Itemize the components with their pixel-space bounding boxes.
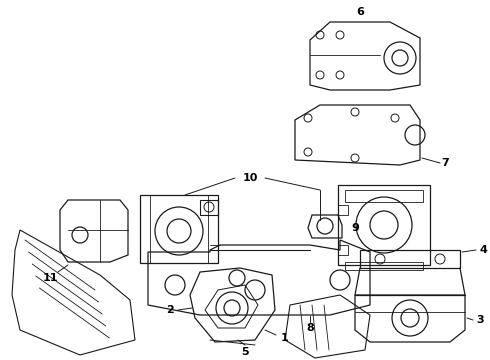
Text: 11: 11: [42, 273, 58, 283]
Text: 3: 3: [476, 315, 484, 325]
Bar: [140, 195, 218, 263]
Text: 6: 6: [356, 7, 364, 17]
Bar: [338, 205, 348, 215]
Text: 4: 4: [479, 245, 487, 255]
Text: 8: 8: [306, 323, 314, 333]
Text: 5: 5: [241, 347, 249, 357]
Bar: [338, 185, 430, 265]
Bar: [200, 200, 218, 215]
Text: 7: 7: [441, 158, 449, 168]
Bar: [345, 262, 423, 270]
Text: 9: 9: [351, 223, 359, 233]
Text: 2: 2: [166, 305, 174, 315]
Bar: [338, 245, 348, 255]
Bar: [345, 190, 423, 202]
Text: 10: 10: [243, 173, 258, 183]
Text: 1: 1: [281, 333, 289, 343]
